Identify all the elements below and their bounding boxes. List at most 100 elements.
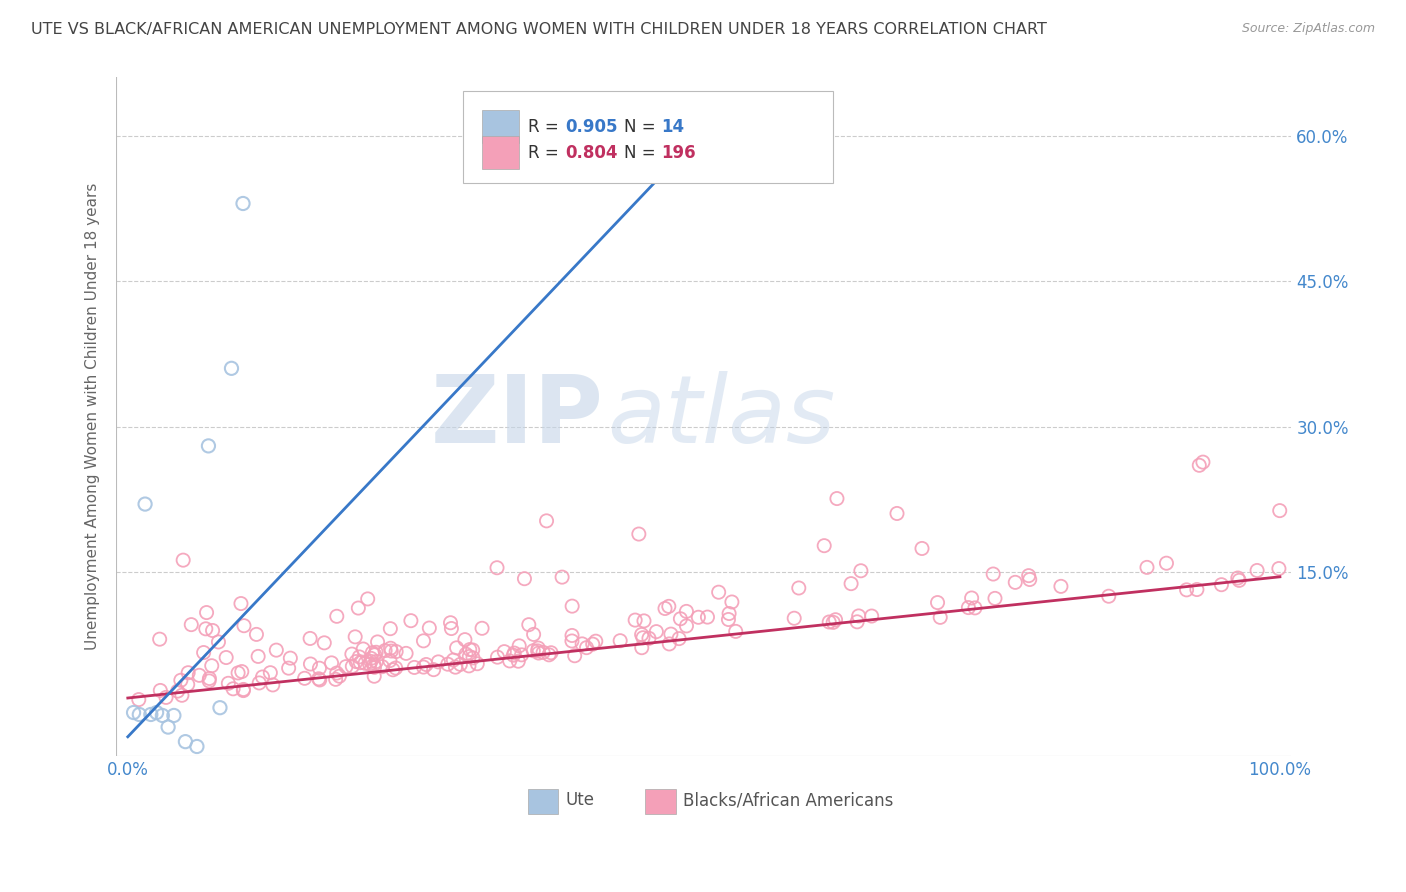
Point: [201, 658, 224, 673]
Point: [696, 610, 718, 624]
Point: [174, 734, 197, 748]
Point: [707, 585, 730, 599]
Point: [984, 591, 1007, 606]
Point: [384, 661, 406, 675]
Point: [360, 651, 382, 665]
Point: [1211, 577, 1233, 591]
Point: [197, 439, 219, 453]
Point: [630, 640, 652, 655]
Point: [150, 708, 173, 723]
Point: [957, 600, 980, 615]
Point: [217, 676, 239, 690]
FancyBboxPatch shape: [482, 136, 519, 169]
Point: [198, 672, 221, 686]
Point: [344, 655, 367, 669]
Point: [366, 655, 388, 669]
Point: [357, 591, 380, 606]
Point: [299, 657, 322, 671]
Text: N =: N =: [624, 118, 661, 136]
Point: [277, 661, 299, 675]
Point: [717, 613, 740, 627]
Point: [134, 497, 156, 511]
Point: [360, 655, 382, 669]
Point: [157, 720, 180, 734]
Point: [609, 633, 631, 648]
Point: [201, 624, 224, 638]
Point: [523, 627, 546, 641]
Point: [454, 632, 477, 647]
Point: [170, 673, 193, 688]
Point: [1136, 560, 1159, 574]
Point: [860, 609, 883, 624]
Point: [444, 660, 467, 674]
Point: [198, 673, 221, 688]
Point: [1192, 455, 1215, 469]
Text: 0.905: 0.905: [565, 118, 617, 136]
Point: [247, 676, 270, 690]
Point: [259, 665, 281, 680]
Point: [1004, 575, 1026, 590]
Point: [1156, 556, 1178, 570]
FancyBboxPatch shape: [482, 110, 519, 144]
Point: [522, 644, 544, 658]
Point: [186, 739, 208, 754]
Point: [371, 659, 394, 673]
Point: [347, 601, 370, 615]
Point: [963, 600, 986, 615]
Point: [513, 572, 536, 586]
Point: [627, 527, 650, 541]
Point: [194, 622, 217, 636]
Point: [527, 641, 550, 656]
Point: [849, 564, 872, 578]
Point: [222, 681, 245, 696]
Point: [395, 646, 418, 660]
Point: [927, 596, 949, 610]
Point: [354, 657, 377, 671]
Point: [215, 650, 238, 665]
Point: [508, 639, 530, 653]
Point: [724, 624, 747, 639]
Point: [399, 614, 422, 628]
Point: [314, 636, 336, 650]
Point: [499, 654, 522, 668]
Point: [502, 648, 524, 663]
Point: [188, 668, 211, 682]
Point: [226, 665, 249, 680]
Point: [325, 673, 347, 687]
Point: [193, 646, 215, 660]
Point: [848, 609, 870, 624]
Point: [981, 567, 1004, 582]
Point: [149, 632, 172, 647]
Text: 14: 14: [662, 118, 685, 136]
Point: [294, 671, 316, 685]
Point: [361, 646, 384, 660]
Point: [485, 560, 508, 574]
Point: [721, 595, 744, 609]
Point: [813, 539, 835, 553]
Text: Blacks/African Americans: Blacks/African Americans: [683, 791, 893, 809]
Point: [551, 570, 574, 584]
Point: [1018, 568, 1040, 582]
Point: [308, 661, 330, 675]
Point: [960, 591, 983, 605]
Point: [321, 656, 343, 670]
Point: [564, 648, 586, 663]
Point: [1226, 571, 1249, 585]
Point: [658, 637, 681, 651]
Text: Ute: Ute: [565, 791, 595, 809]
Point: [381, 663, 404, 677]
Point: [412, 633, 434, 648]
Y-axis label: Unemployment Among Women with Children Under 18 years: Unemployment Among Women with Children U…: [86, 183, 100, 650]
Point: [1268, 561, 1291, 575]
Point: [404, 660, 426, 674]
Point: [846, 615, 869, 629]
Text: atlas: atlas: [607, 371, 835, 462]
Point: [561, 634, 583, 648]
Point: [454, 647, 477, 661]
Point: [233, 618, 256, 632]
Point: [527, 646, 550, 660]
Text: 196: 196: [662, 144, 696, 161]
Point: [494, 645, 516, 659]
Point: [367, 635, 389, 649]
Point: [299, 632, 322, 646]
